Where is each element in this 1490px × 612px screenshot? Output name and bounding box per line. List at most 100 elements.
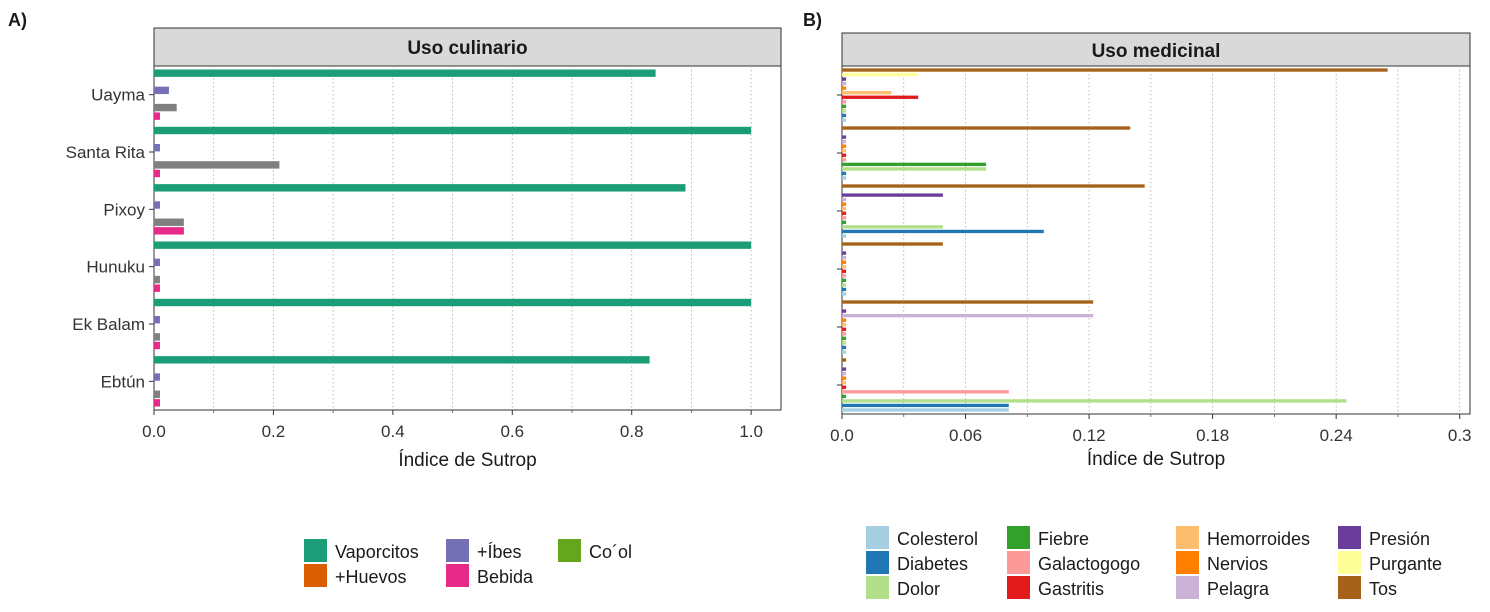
legend-key-bebida xyxy=(446,564,469,587)
panel-a-x-title: Índice de Sutrop xyxy=(398,450,536,471)
legend-label-pelagra: Pelagra xyxy=(1207,579,1270,599)
legend-key-colesterol xyxy=(866,526,889,549)
legend-key-nervios xyxy=(1176,551,1199,574)
panel-b-bar-pixoy-gastritis xyxy=(842,211,847,215)
panel-b-bar-pixoy-dolor xyxy=(842,225,943,229)
panel-b-bar-uayma-presion xyxy=(842,77,847,81)
panel-a: A) Uso culinario Uayma Santa Rita Pixoy Hun… xyxy=(8,10,782,587)
panel-b-label: B) xyxy=(803,10,822,30)
panel-b-y-axis xyxy=(837,94,842,386)
legend-key-diabetes xyxy=(866,551,889,574)
panel-a-bar-ebtun-other xyxy=(154,390,160,398)
legend-label-bebida: Bebida xyxy=(477,567,534,587)
panel-b-bar-ebtun-fiebre xyxy=(842,394,847,399)
panel-a-bars xyxy=(154,69,752,407)
panel-b-bar-uayma-nervios xyxy=(842,86,847,90)
legend-label-colesterol: Colesterol xyxy=(897,529,978,549)
legend-label-purgante: Purgante xyxy=(1369,554,1442,574)
panel-a-title: Uso culinario xyxy=(407,38,527,59)
panel-b-bar-ebtun-gastritis xyxy=(842,385,847,389)
panel-a-plot-area xyxy=(153,65,782,411)
panel-a-y-tick-label: Uayma xyxy=(91,86,145,105)
panel-b-bar-santa-rita-pelagra xyxy=(842,139,847,144)
panel-b-plot-area xyxy=(841,65,1471,415)
legend-key-fiebre xyxy=(1007,526,1030,549)
panel-b-bar-uayma-dolor xyxy=(842,109,847,113)
panel-b-bar-hunuku-pelagra xyxy=(842,255,847,260)
panel-b-x-tick-label: 0.18 xyxy=(1196,426,1229,445)
panel-b-bar-ek-balam-presion xyxy=(842,309,847,313)
panel-b-bar-ebtun-dolor xyxy=(842,399,1347,403)
legend-key-pelagra xyxy=(1176,576,1199,599)
panel-b-bar-hunuku-galactogogo xyxy=(842,274,847,278)
panel-b-bar-ek-balam-dolor xyxy=(842,341,847,345)
panel-a-legend: Vaporcitos +Huevos +Íbes Bebida Co´ol xyxy=(304,539,632,587)
panel-a-x-tick-label: 1.0 xyxy=(739,422,763,441)
legend-label-presion: Presión xyxy=(1369,529,1430,549)
panel-b-bar-santa-rita-diabetes xyxy=(842,171,847,176)
panel-b-bar-ek-balam-tos xyxy=(842,300,1094,304)
panel-b-x-title: Índice de Sutrop xyxy=(1087,449,1225,470)
panel-b-bar-uayma-purgante xyxy=(842,72,919,77)
panel-a-bar-ebtun-bebida xyxy=(154,399,160,407)
panel-b-x-tick-label: 0.06 xyxy=(949,426,982,445)
panel-a-x-tick-label: 0.8 xyxy=(620,422,644,441)
legend-label-gastritis: Gastritis xyxy=(1038,579,1104,599)
panel-b-bar-santa-rita-gastritis xyxy=(842,153,847,157)
panel-b-bar-ebtun-tos xyxy=(842,358,847,362)
panel-a-bar-hunuku-bebida xyxy=(154,284,160,292)
panel-a-bar-ebtun-ibes xyxy=(154,373,160,381)
panel-a-bar-ek-balam-other xyxy=(154,333,160,341)
panel-b-bar-pixoy-pelagra xyxy=(842,197,847,202)
legend-label-ibes: +Íbes xyxy=(477,542,522,562)
legend-label-tos: Tos xyxy=(1369,579,1397,599)
panel-a-x-axis: 0.0 0.2 0.4 0.6 0.8 1.0 xyxy=(142,410,763,441)
panel-b-bars xyxy=(842,68,1388,412)
panel-b-bar-uayma-galactogogo xyxy=(842,100,847,104)
legend-key-purgante xyxy=(1338,551,1361,574)
legend-label-co-ol: Co´ol xyxy=(589,542,632,562)
panel-a-bar-santa-rita-other xyxy=(154,161,280,169)
panel-b-bar-pixoy-presion xyxy=(842,193,943,197)
panel-b-x-tick-label: 0.0 xyxy=(830,426,854,445)
panel-b-bar-uayma-tos xyxy=(842,68,1388,72)
panel-a-bar-uayma-vaporcitos xyxy=(154,69,656,77)
panel-b-bar-santa-rita-colesterol xyxy=(842,176,847,180)
panel-b-x-tick-label: 0.3 xyxy=(1448,426,1472,445)
panel-a-y-tick-label: Santa Rita xyxy=(66,143,146,162)
panel-b-legend: Colesterol Diabetes Dolor Fiebre Galactogogo… xyxy=(866,526,1442,599)
panel-a-bar-ek-balam-ibes xyxy=(154,316,160,324)
legend-key-dolor xyxy=(866,576,889,599)
panel-a-bar-santa-rita-ibes xyxy=(154,144,160,152)
legend-key-tos xyxy=(1338,576,1361,599)
panel-b-x-tick-label: 0.24 xyxy=(1320,426,1353,445)
panel-a-bar-hunuku-ibes xyxy=(154,258,160,267)
panel-b-x-axis: 0.0 0.06 0.12 0.18 0.24 0.3 xyxy=(830,414,1472,445)
panel-b-bar-ebtun-colesterol xyxy=(842,408,1009,412)
legend-label-vaporcitos: Vaporcitos xyxy=(335,542,419,562)
legend-key-vaporcitos xyxy=(304,539,327,562)
legend-label-huevos: +Huevos xyxy=(335,567,407,587)
legend-label-hemorroides: Hemorroides xyxy=(1207,529,1310,549)
panel-b-bar-ebtun-galactogogo xyxy=(842,390,1009,394)
panel-b-bar-hunuku-dolor xyxy=(842,283,847,287)
legend-label-galactogogo: Galactogogo xyxy=(1038,554,1140,574)
panel-b-bar-pixoy-nervios xyxy=(842,202,847,206)
panel-b-bar-ek-balam-hemorroides xyxy=(842,323,847,327)
panel-b-bar-santa-rita-presion xyxy=(842,135,847,139)
panel-b-bar-santa-rita-dolor xyxy=(842,167,987,171)
legend-label-diabetes: Diabetes xyxy=(897,554,968,574)
panel-a-bar-hunuku-other xyxy=(154,275,160,284)
legend-key-ibes xyxy=(446,539,469,562)
panel-b: B) Uso medicinal 0.0 0.06 0.12 0.18 0.24 0.3 … xyxy=(803,10,1472,599)
legend-key-hemorroides xyxy=(1176,526,1199,549)
panel-a-bar-uayma-ibes xyxy=(154,86,169,95)
panel-b-bar-uayma-diabetes xyxy=(842,113,847,118)
panel-b-bar-pixoy-colesterol xyxy=(842,234,847,238)
panel-b-bar-pixoy-galactogogo xyxy=(842,216,847,220)
panel-b-bar-ebtun-nervios xyxy=(842,376,847,380)
panel-b-bar-hunuku-hemorroides xyxy=(842,265,847,269)
panel-a-x-tick-label: 0.0 xyxy=(142,422,166,441)
panel-b-bar-pixoy-tos xyxy=(842,184,1145,188)
panel-a-x-tick-label: 0.6 xyxy=(500,422,524,441)
